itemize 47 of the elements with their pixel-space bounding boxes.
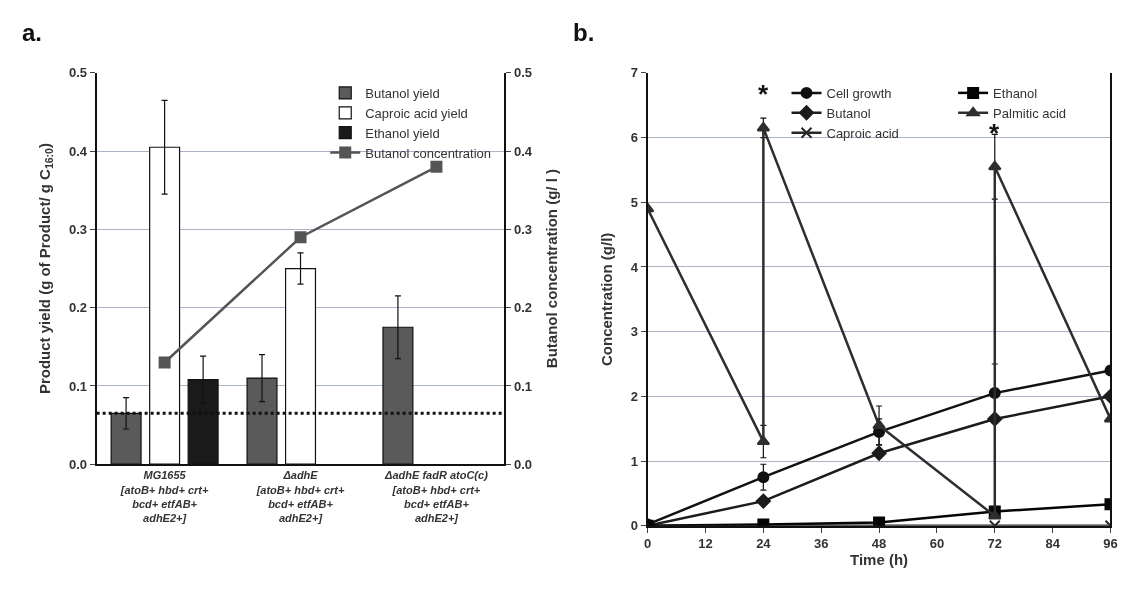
y-tick-label: 0.3	[68, 221, 88, 237]
y-tick-label: 3	[630, 324, 639, 340]
x-tick-label: 48	[871, 536, 887, 552]
x-tick-label: 72	[987, 536, 1003, 552]
y2-axis-title: Butanol concentration (g/ l )	[543, 168, 561, 369]
x-tick-label: MG1655 [atoB+ hbd+ crt+ bcd+ etfAB+ adhE2+]	[119, 469, 210, 525]
x-tick-label: ΔadhE fadR atoC(c) [atoB+ hbd+ crt+ bcd+ etfAB+ adhE2+]	[384, 469, 489, 525]
y-tick-label: 5	[630, 194, 639, 210]
legend-label: Caproic acid yield	[365, 105, 468, 121]
x-tick-label: 96	[1103, 536, 1118, 552]
y-tick-label: 0.0	[68, 456, 88, 472]
y-tick-label: 0.2	[68, 300, 88, 316]
y-tick-label: 7	[630, 65, 639, 81]
y-axis-title: Concentration (g/l)	[597, 232, 615, 366]
y-tick-label: 1	[630, 453, 639, 469]
x-tick-label: 60	[929, 536, 945, 552]
annotation: *	[758, 79, 769, 109]
y-tick-label: 0.5	[68, 65, 88, 81]
legend-label: Cell growth	[826, 85, 892, 101]
x-tick-label: 0	[644, 536, 652, 552]
y-tick-label: 2	[630, 388, 639, 404]
legend-label: Ethanol	[993, 85, 1038, 101]
y2-tick-label: 0.3	[513, 221, 533, 237]
x-axis-title: Time (h)	[850, 551, 909, 569]
y2-tick-label: 0.0	[513, 456, 533, 472]
x-tick-label: ΔadhE [atoB+ hbd+ crt+ bcd+ etfAB+ adhE2+]	[255, 469, 345, 525]
y-tick-label: 6	[630, 130, 639, 146]
x-tick-label: 24	[756, 536, 772, 552]
legend-label: Palmitic acid	[993, 105, 1067, 121]
legend-label: Caproic acid	[826, 125, 899, 141]
y2-tick-label: 0.5	[513, 65, 533, 81]
legend-label: Ethanol yield	[365, 125, 440, 141]
y2-tick-label: 0.4	[513, 143, 533, 159]
legend-label: Butanol concentration	[365, 145, 491, 161]
chart-title: b.	[573, 19, 595, 46]
y2-tick-label: 0.1	[513, 378, 533, 394]
x-tick-label: 12	[698, 536, 713, 552]
chart-title: a.	[22, 19, 43, 46]
y-tick-label: 4	[630, 259, 639, 275]
y-tick-label: 0.1	[68, 378, 88, 394]
y2-tick-label: 0.2	[513, 300, 533, 316]
legend-label: Butanol yield	[365, 85, 440, 101]
legend-label: Butanol	[826, 105, 871, 121]
annotation: *	[989, 118, 1000, 148]
x-tick-label: 36	[813, 536, 829, 552]
x-tick-label: 84	[1045, 536, 1061, 552]
y-tick-label: 0.4	[68, 143, 88, 159]
